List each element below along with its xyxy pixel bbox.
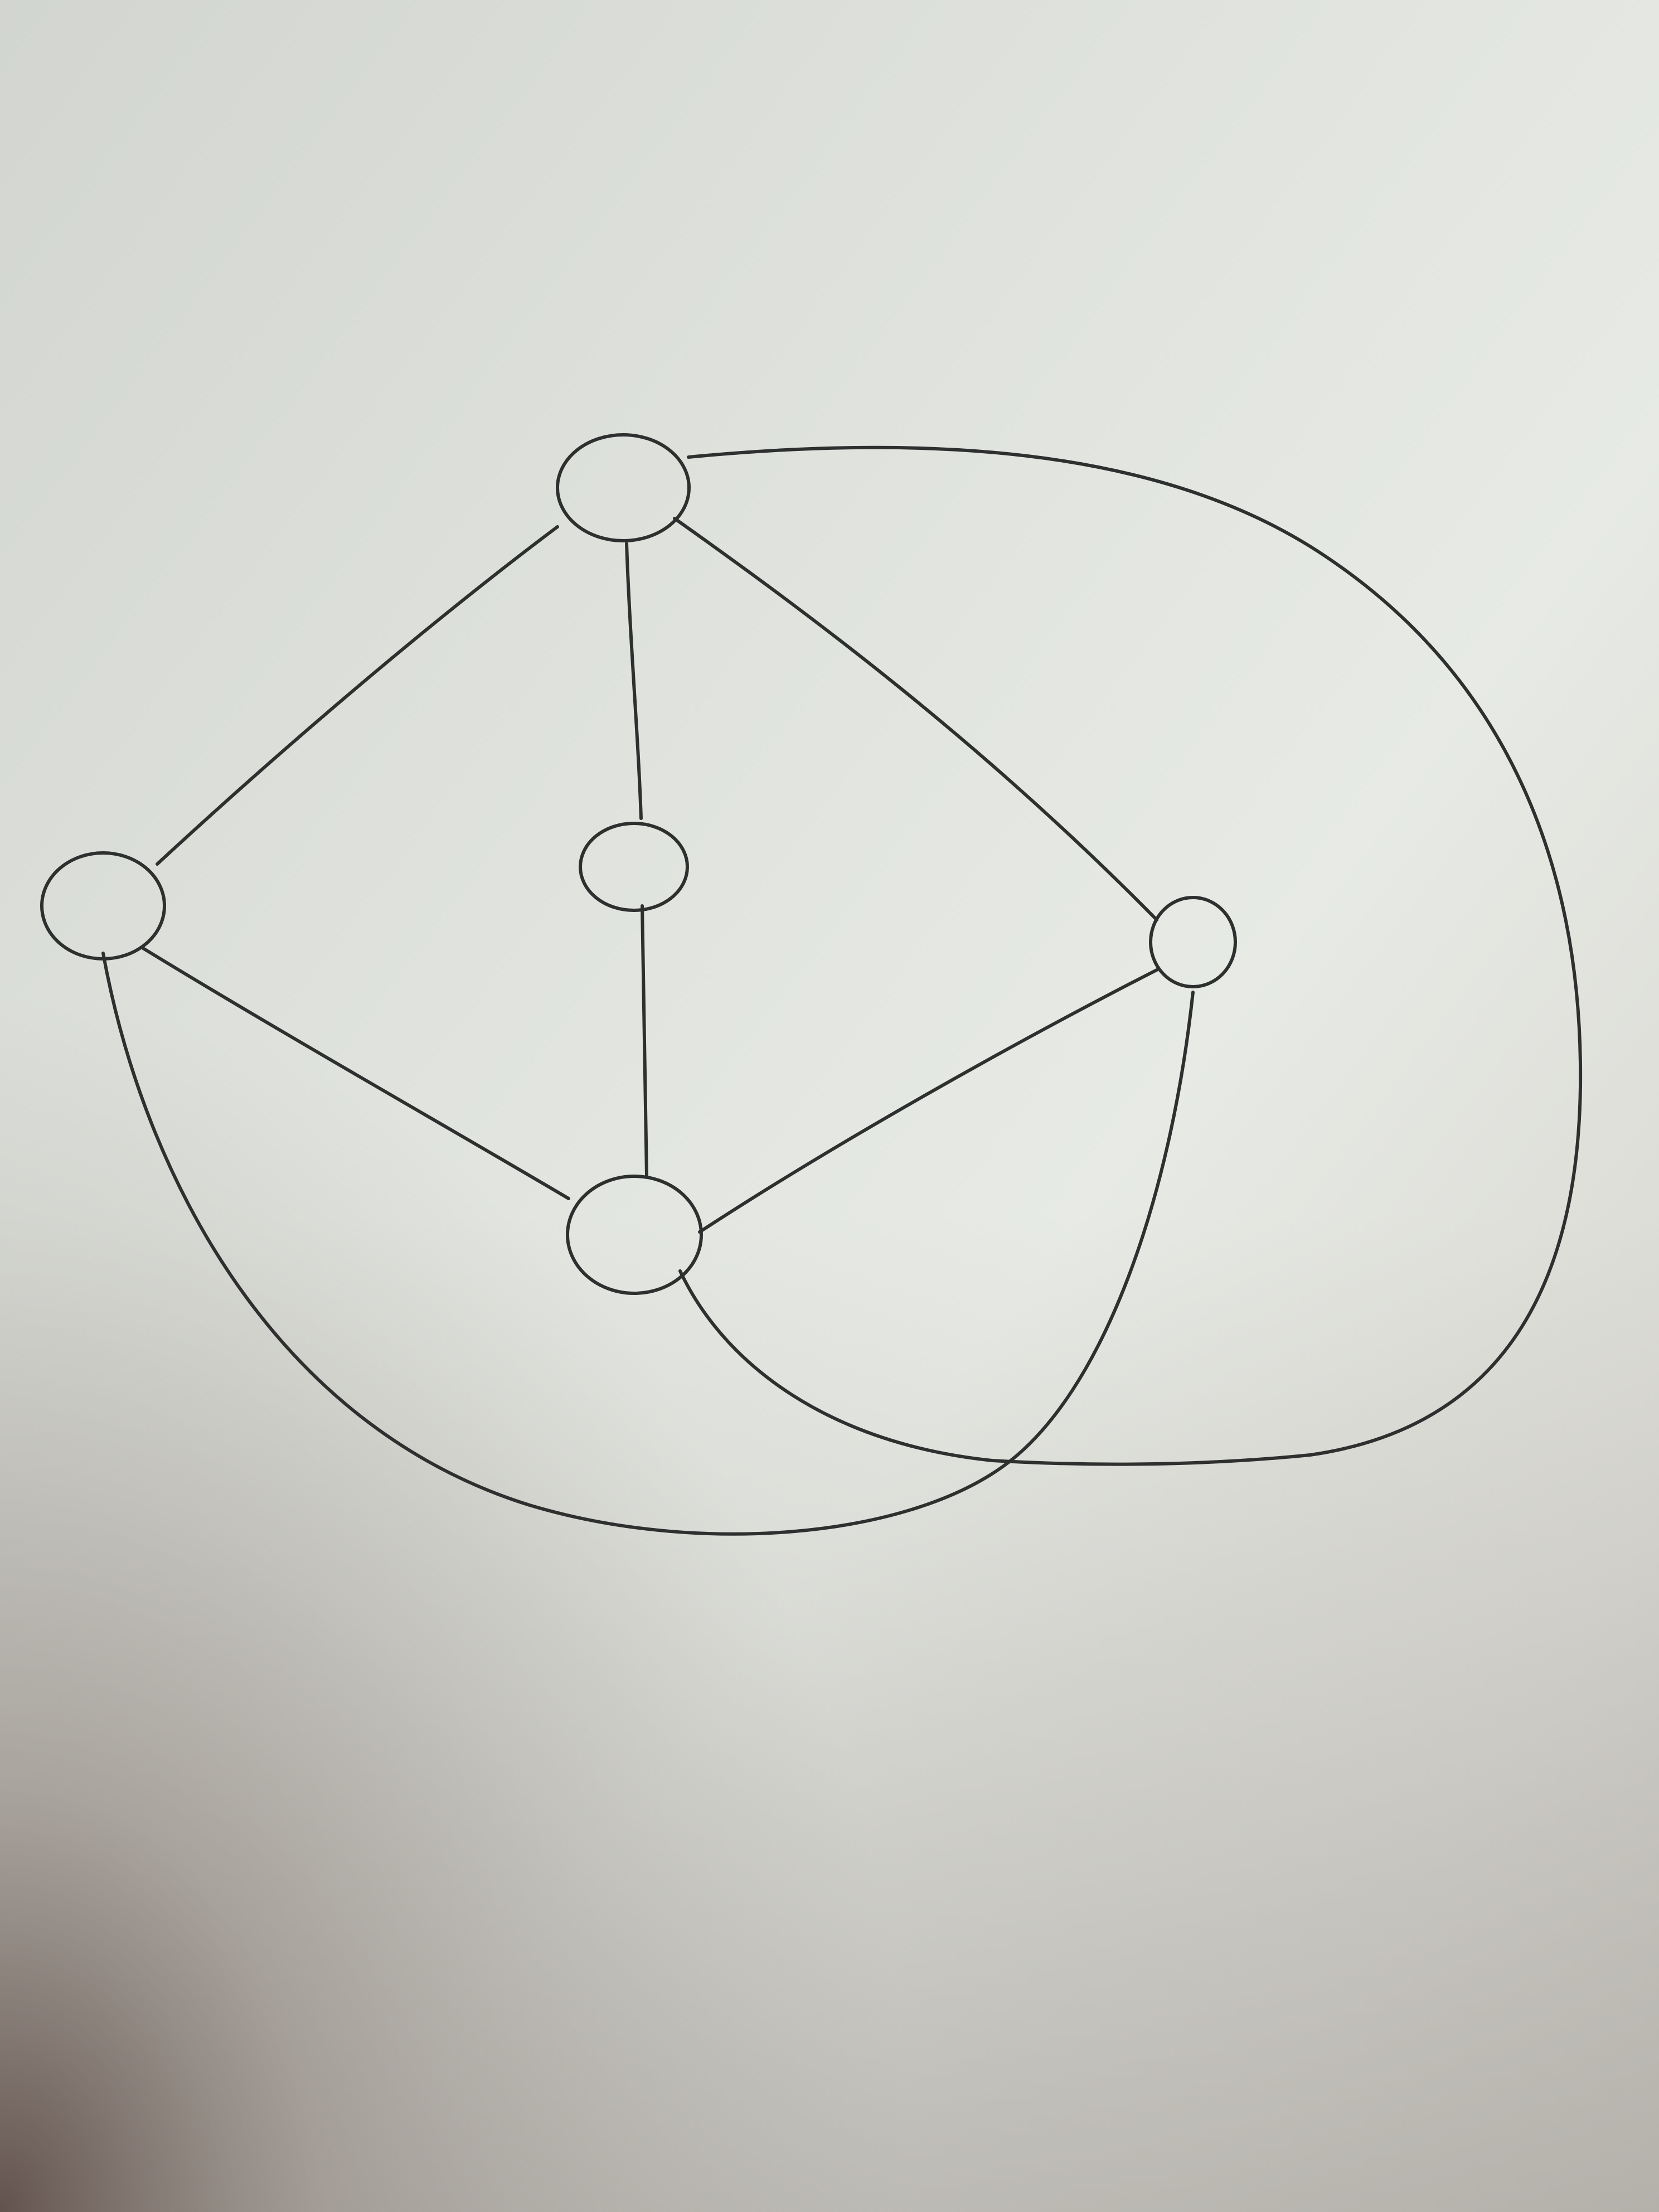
graph-node: [40, 851, 166, 961]
edge-top-center: [625, 542, 643, 820]
edge-left-right-curve: [101, 952, 1195, 1536]
edge-right-bottom: [698, 968, 1158, 1234]
graph-node: [579, 822, 689, 912]
graph-node: [566, 1175, 703, 1295]
graph-node: [1149, 896, 1237, 988]
edge-left-bottom: [140, 946, 570, 1200]
edge-center-bottom: [641, 904, 648, 1177]
graph-node: [556, 433, 691, 542]
edge-top-bottom-outer-curve: [678, 445, 1583, 1466]
edge-top-right: [673, 517, 1158, 921]
edge-top-left: [156, 525, 559, 866]
